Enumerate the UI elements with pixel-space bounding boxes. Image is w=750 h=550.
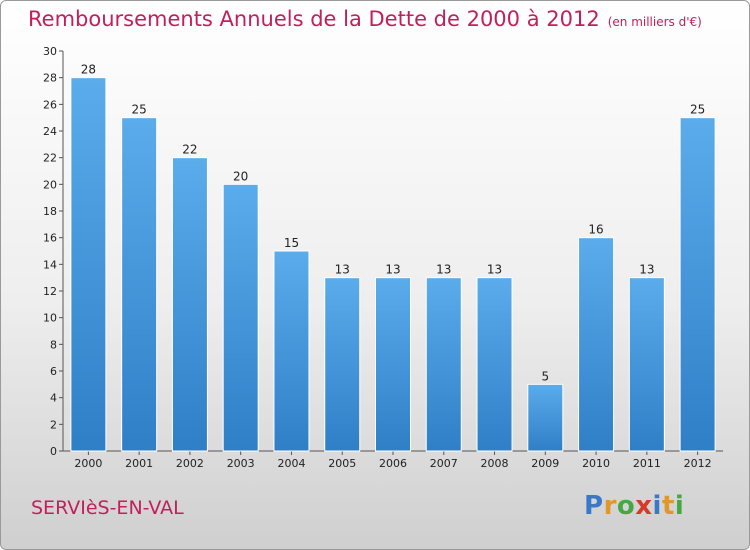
bar bbox=[70, 77, 107, 452]
y-tick-label: 30 bbox=[43, 45, 57, 58]
y-tick-label: 8 bbox=[50, 338, 57, 351]
bar-value-label: 13 bbox=[639, 263, 654, 277]
bar-value-label: 20 bbox=[233, 169, 248, 183]
bar-value-label: 13 bbox=[487, 263, 502, 277]
y-tick-label: 14 bbox=[43, 258, 57, 271]
x-tick-label: 2000 bbox=[74, 457, 102, 470]
bar-value-label: 28 bbox=[81, 63, 96, 77]
x-tick-label: 2011 bbox=[633, 457, 661, 470]
bar bbox=[527, 383, 564, 452]
x-tick-label: 2007 bbox=[430, 457, 458, 470]
y-tick-label: 6 bbox=[50, 365, 57, 378]
bar-value-label: 22 bbox=[182, 143, 197, 157]
chart-title: Remboursements Annuels de la Dette de 20… bbox=[28, 7, 702, 31]
y-tick-label: 18 bbox=[43, 205, 57, 218]
chart-bars: 28 25 22 20 15 13 13 13 13 5 16 13 25 bbox=[70, 63, 716, 452]
bar bbox=[628, 277, 665, 452]
y-tick-label: 16 bbox=[43, 232, 57, 245]
y-tick-label: 4 bbox=[50, 392, 57, 405]
y-tick-label: 26 bbox=[43, 98, 57, 111]
city-name: SERVIèS-EN-VAL bbox=[31, 497, 184, 519]
logo-letter: t bbox=[661, 491, 675, 521]
x-tick-label: 2006 bbox=[379, 457, 407, 470]
bar-value-label: 15 bbox=[284, 236, 299, 250]
x-tick-label: 2005 bbox=[328, 457, 356, 470]
chart-title-text: Remboursements Annuels de la Dette de 20… bbox=[28, 7, 600, 31]
x-tick-label: 2012 bbox=[684, 457, 712, 470]
bar bbox=[121, 117, 158, 452]
bar bbox=[222, 183, 259, 452]
y-tick-label: 12 bbox=[43, 285, 57, 298]
y-tick-label: 20 bbox=[43, 178, 57, 191]
x-tick-label: 2004 bbox=[277, 457, 305, 470]
chart-unit-note: (en milliers d'€) bbox=[607, 15, 702, 29]
logo-letter: o bbox=[616, 491, 636, 521]
bar-value-label: 16 bbox=[588, 223, 603, 237]
proxiti-logo: Proxiti bbox=[584, 491, 684, 521]
y-tick-label: 0 bbox=[50, 445, 57, 458]
bar bbox=[324, 277, 361, 452]
bar-value-label: 13 bbox=[335, 263, 350, 277]
bar-value-label: 25 bbox=[690, 103, 705, 117]
logo-letter: i bbox=[652, 491, 662, 521]
y-tick-label: 10 bbox=[43, 312, 57, 325]
x-tick-label: 2003 bbox=[227, 457, 255, 470]
bar bbox=[425, 277, 462, 452]
bar bbox=[375, 277, 411, 452]
bar-value-label: 13 bbox=[436, 263, 451, 277]
bar-value-label: 25 bbox=[132, 103, 147, 117]
x-tick-label: 2002 bbox=[176, 457, 204, 470]
bar bbox=[679, 117, 716, 452]
x-tick-label: 2010 bbox=[582, 457, 610, 470]
bar bbox=[476, 277, 513, 452]
y-tick-label: 2 bbox=[50, 418, 57, 431]
bar-value-label: 13 bbox=[385, 263, 400, 277]
y-tick-label: 24 bbox=[43, 125, 57, 138]
y-tick-label: 22 bbox=[43, 152, 57, 165]
x-tick-label: 2001 bbox=[125, 457, 153, 470]
logo-letter: x bbox=[635, 491, 653, 521]
x-tick-label: 2009 bbox=[531, 457, 559, 470]
logo-letter: P bbox=[584, 491, 604, 521]
logo-letter: r bbox=[603, 491, 617, 521]
bar-value-label: 5 bbox=[541, 369, 549, 383]
bar bbox=[273, 250, 310, 452]
x-tick-label: 2008 bbox=[481, 457, 509, 470]
y-tick-label: 28 bbox=[43, 72, 57, 85]
bar bbox=[578, 237, 615, 452]
logo-letter: i bbox=[674, 491, 685, 521]
bar bbox=[171, 157, 208, 452]
